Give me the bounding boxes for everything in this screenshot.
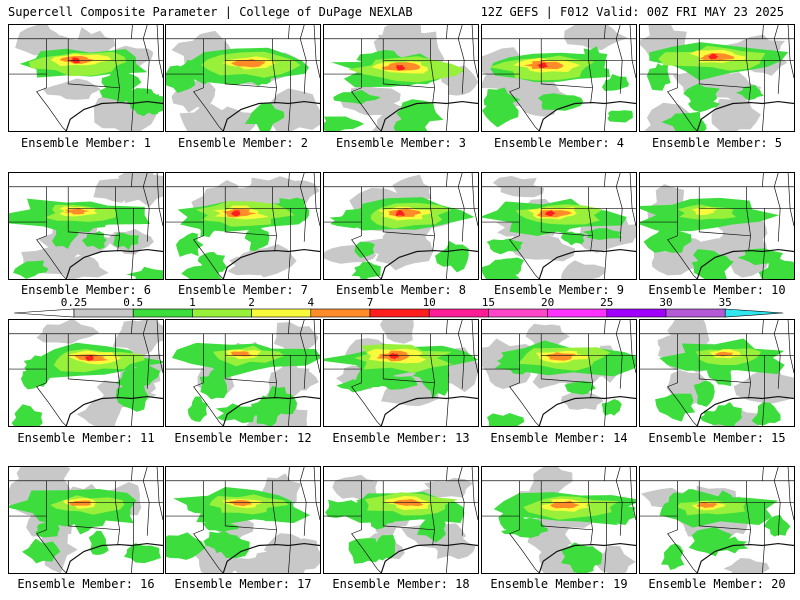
ensemble-map-panel [165, 172, 321, 280]
colorbar-lower-arrow [13, 308, 75, 318]
scp-field-map [482, 320, 636, 426]
colorbar-tick-label: 35 [719, 296, 732, 309]
ensemble-map-panel [323, 319, 479, 427]
colorbar-tick-label: 2 [248, 296, 255, 309]
ensemble-map-panel [165, 319, 321, 427]
ensemble-member-label: Ensemble Member: 17 [174, 577, 312, 591]
colorbar-segment [606, 308, 667, 318]
colorbar-tick-label: 15 [482, 296, 495, 309]
ensemble-map-panel [8, 319, 164, 427]
ensemble-map-panel [323, 24, 479, 132]
scp-field-map [640, 467, 794, 573]
colorbar-tick-label: 0.25 [61, 296, 88, 309]
colorbar-tick-label: 0.5 [123, 296, 143, 309]
ensemble-map-panel [639, 172, 795, 280]
ensemble-member-label: Ensemble Member: 10 [648, 283, 786, 297]
colorbar-segment [73, 308, 134, 318]
ensemble-member-label: Ensemble Member: 14 [490, 431, 628, 445]
colorbar-segment [192, 308, 252, 318]
ensemble-map-panel [481, 24, 637, 132]
scp-field-map [324, 320, 478, 426]
ensemble-map-panel [639, 466, 795, 574]
ensemble-member-label: Ensemble Member: 16 [17, 577, 155, 591]
ensemble-map-panel [481, 172, 637, 280]
ensemble-member-label: Ensemble Member: 2 [177, 136, 309, 150]
colorbar-tick-label: 25 [600, 296, 613, 309]
ensemble-member-label: Ensemble Member: 18 [332, 577, 470, 591]
colorbar-tick-label: 10 [423, 296, 436, 309]
ensemble-map-panel [639, 24, 795, 132]
scp-field-map [9, 25, 163, 131]
colorbar-tick-label: 7 [367, 296, 374, 309]
colorbar-segment [310, 308, 371, 318]
ensemble-member-label: Ensemble Member: 5 [651, 136, 783, 150]
ensemble-member-label: Ensemble Member: 13 [332, 431, 470, 445]
ensemble-map-panel [481, 466, 637, 574]
scp-field-map [482, 467, 636, 573]
colorbar-segment [251, 308, 312, 318]
scp-field-map [482, 173, 636, 279]
ensemble-member-label: Ensemble Member: 9 [493, 283, 625, 297]
ensemble-map-panel [481, 319, 637, 427]
ensemble-member-label: Ensemble Member: 20 [648, 577, 786, 591]
colorbar-tick-label: 20 [541, 296, 554, 309]
valid-time: 12Z GEFS | F012 Valid: 00Z FRI MAY 23 20… [480, 5, 784, 19]
ensemble-member-label: Ensemble Member: 1 [20, 136, 152, 150]
ensemble-member-label: Ensemble Member: 19 [490, 577, 628, 591]
scp-field-map [640, 25, 794, 131]
ensemble-map-panel [8, 466, 164, 574]
scp-field-map [324, 467, 478, 573]
colorbar-tick-label: 4 [307, 296, 314, 309]
scp-field-map [166, 467, 320, 573]
scp-field-map [9, 173, 163, 279]
colorbar-segment [488, 308, 548, 318]
scp-field-map [324, 25, 478, 131]
map-title: Supercell Composite Parameter | College … [8, 5, 413, 19]
ensemble-member-label: Ensemble Member: 7 [177, 283, 309, 297]
ensemble-member-label: Ensemble Member: 11 [17, 431, 155, 445]
scp-field-map [166, 320, 320, 426]
ensemble-member-label: Ensemble Member: 12 [174, 431, 312, 445]
ensemble-member-label: Ensemble Member: 8 [335, 283, 467, 297]
ensemble-member-label: Ensemble Member: 3 [335, 136, 467, 150]
colorbar-segment [547, 308, 608, 318]
ensemble-member-label: Ensemble Member: 15 [648, 431, 786, 445]
scp-field-map [9, 320, 163, 426]
colorbar-tick-label: 1 [189, 296, 196, 309]
ensemble-member-label: Ensemble Member: 4 [493, 136, 625, 150]
ensemble-map-panel [639, 319, 795, 427]
scp-field-map [166, 173, 320, 279]
scp-field-map [482, 25, 636, 131]
ensemble-map-panel [323, 466, 479, 574]
ensemble-map-panel [165, 466, 321, 574]
colorbar-segment [665, 308, 726, 318]
scp-field-map [166, 25, 320, 131]
ensemble-map-panel [8, 24, 164, 132]
ensemble-map-panel [165, 24, 321, 132]
scp-field-map [9, 467, 163, 573]
colorbar-segment [428, 308, 489, 318]
ensemble-map-panel [323, 172, 479, 280]
ensemble-member-label: Ensemble Member: 6 [20, 283, 152, 297]
ensemble-map-panel [8, 172, 164, 280]
scp-field-map [640, 173, 794, 279]
scp-field-map [640, 320, 794, 426]
colorbar-segment [132, 308, 193, 318]
color-scale-legend: 0.25 0.5 1 2 4 7 10 15 20 25 30 35 [13, 296, 784, 318]
colorbar-segment [724, 308, 784, 318]
scp-field-map [324, 173, 478, 279]
colorbar-segment [369, 308, 430, 318]
colorbar-tick-label: 30 [659, 296, 672, 309]
